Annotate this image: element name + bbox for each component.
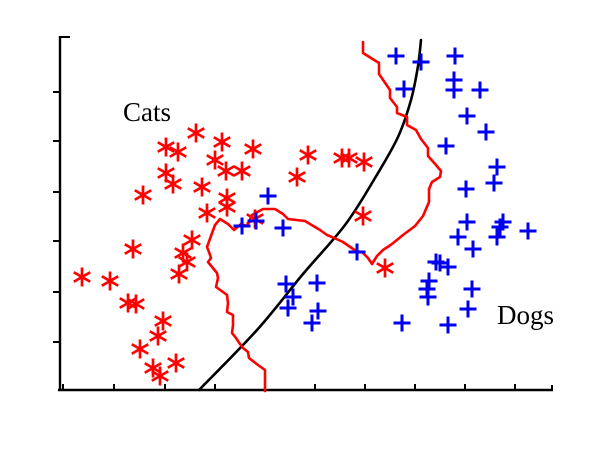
dog-point-plus: [279, 299, 297, 317]
dog-point-plus: [458, 107, 476, 125]
dog-point-plus: [431, 254, 449, 272]
cat-point-asterisk: [170, 264, 188, 284]
dog-point-plus: [445, 81, 463, 99]
cat-point-asterisk: [206, 150, 224, 170]
cat-point-asterisk: [376, 258, 394, 278]
dog-point-plus: [464, 240, 482, 258]
dog-point-plus: [277, 275, 295, 293]
dog-point-plus: [477, 123, 495, 141]
cat-point-asterisk: [355, 152, 373, 172]
cat-point-asterisk: [187, 123, 205, 143]
cat-point-asterisk: [198, 203, 216, 223]
dog-point-plus: [491, 218, 509, 236]
dog-point-plus: [420, 272, 438, 290]
cat-point-asterisk: [178, 252, 196, 272]
cat-point-asterisk: [333, 148, 351, 168]
cat-point-asterisk: [124, 239, 142, 259]
dog-point-plus: [259, 187, 277, 205]
cat-point-asterisk: [354, 206, 372, 226]
dog-point-plus: [439, 258, 457, 276]
dog-point-plus: [393, 314, 411, 332]
cat-point-asterisk: [151, 366, 169, 386]
cat-point-asterisk: [101, 271, 119, 291]
dog-point-plus: [463, 280, 481, 298]
cat-point-asterisk: [299, 145, 317, 165]
jagged-overfit-boundary-curve: [205, 40, 443, 393]
dog-point-plus: [446, 47, 464, 65]
cat-point-asterisk: [149, 326, 167, 346]
cat-point-asterisk: [127, 294, 145, 314]
cat-point-asterisk: [340, 148, 358, 168]
dog-point-plus: [412, 53, 430, 71]
cat-point-asterisk: [288, 167, 306, 187]
cat-point-asterisk: [218, 197, 236, 217]
dog-point-plus: [274, 219, 292, 237]
dog-point-plus: [519, 222, 537, 240]
dogs-class-label: Dogs: [497, 300, 554, 330]
cat-point-asterisk: [164, 174, 182, 194]
dog-point-plus: [485, 174, 503, 192]
cat-point-asterisk: [134, 185, 152, 205]
dog-point-plus: [233, 217, 251, 235]
cat-point-asterisk: [154, 311, 172, 331]
dog-point-plus: [387, 47, 405, 65]
dog-point-plus: [488, 158, 506, 176]
cat-point-asterisk: [131, 339, 149, 359]
data-points: [73, 47, 537, 386]
dog-point-plus: [247, 212, 265, 230]
dog-point-plus: [284, 288, 302, 306]
cat-point-asterisk: [193, 177, 211, 197]
cat-point-asterisk: [183, 230, 201, 250]
smooth-boundary-curve: [197, 38, 423, 392]
dog-point-plus: [488, 228, 506, 246]
cat-point-asterisk: [244, 139, 262, 159]
dog-point-plus: [458, 213, 476, 231]
dog-point-plus: [308, 274, 326, 292]
cat-point-asterisk: [167, 353, 185, 373]
dog-point-plus: [395, 80, 413, 98]
dog-point-plus: [303, 314, 321, 332]
decision-boundaries: [197, 38, 443, 393]
dog-point-plus: [419, 288, 437, 306]
dog-point-plus: [348, 243, 366, 261]
dog-point-plus: [449, 228, 467, 246]
cat-point-asterisk: [213, 132, 231, 152]
dog-point-plus: [457, 180, 475, 198]
dog-point-plus: [471, 81, 489, 99]
dog-point-plus: [309, 302, 327, 320]
cat-point-asterisk: [144, 358, 162, 378]
dog-point-plus: [439, 316, 457, 334]
cat-point-asterisk: [73, 267, 91, 287]
dog-point-plus: [437, 137, 455, 155]
cat-point-asterisk: [233, 161, 251, 181]
cats-class-label: Cats: [123, 97, 171, 127]
cat-point-asterisk: [157, 137, 175, 157]
dog-point-plus: [459, 300, 477, 318]
cat-point-asterisk: [169, 142, 187, 162]
cat-point-asterisk: [217, 161, 235, 181]
axes: [53, 36, 553, 392]
